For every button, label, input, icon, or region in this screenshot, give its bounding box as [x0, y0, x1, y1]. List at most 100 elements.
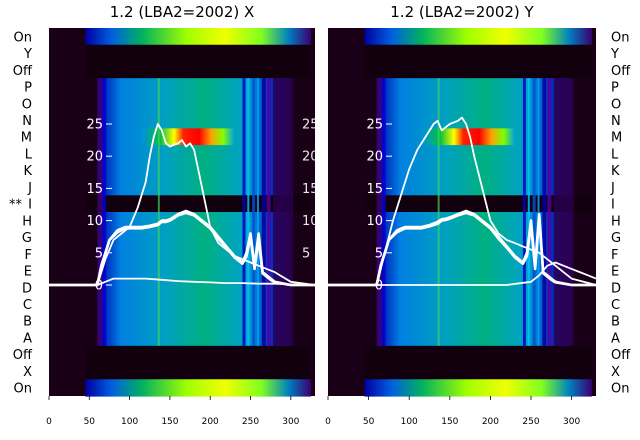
- y-tick-label: 5: [302, 246, 310, 261]
- chart-title: 1.2 (LBA2=2002) X: [110, 3, 255, 21]
- row-label: L: [611, 147, 619, 162]
- heatmap-stripe: [273, 78, 294, 346]
- heatmap-band-p: [97, 78, 291, 96]
- row-label: Off: [13, 348, 33, 363]
- row-label: P: [24, 81, 32, 96]
- y-tick-label: 20: [86, 150, 103, 165]
- heatmap-band-h: [97, 212, 291, 230]
- heatmap-band-o: [376, 94, 572, 113]
- row-label: I: [28, 198, 32, 213]
- series-line-2: [328, 211, 596, 287]
- row-label: K: [611, 164, 620, 179]
- x-tick-label: 150: [161, 417, 178, 427]
- y-tick-label: 10: [86, 214, 103, 229]
- series-line-4: [49, 277, 316, 286]
- heatmap-band-n: [97, 111, 291, 129]
- heatmap-band-y: [85, 44, 311, 63]
- row-label: G: [611, 231, 621, 246]
- y-tick-label: 20: [366, 150, 383, 165]
- row-label: O: [611, 97, 621, 112]
- row-label: On: [611, 382, 629, 397]
- row-label: J: [27, 181, 32, 196]
- heatmap-stripe: [97, 78, 104, 346]
- heatmap-stripe: [532, 78, 536, 346]
- heatmap-band-off: [364, 345, 592, 364]
- heatmap-band-on: [364, 28, 592, 46]
- heatmap-band-off: [85, 345, 311, 364]
- row-label: J: [610, 181, 615, 196]
- row-label: Y: [23, 47, 32, 62]
- row-label: C: [611, 298, 620, 313]
- x-tick-label: 100: [401, 417, 418, 427]
- row-label: Off: [611, 64, 631, 79]
- y-tick-label: 0: [95, 279, 103, 294]
- row-label: On: [14, 30, 32, 45]
- x-tick-label: 100: [121, 417, 138, 427]
- x-tick-label: 0: [46, 417, 52, 427]
- x-tick-label: 200: [482, 417, 499, 427]
- heatmap-band-on: [85, 28, 311, 46]
- heatmap-band-g: [376, 228, 572, 247]
- heatmap-stripe: [242, 78, 246, 346]
- row-label: F: [25, 248, 32, 263]
- row-label: X: [23, 365, 32, 380]
- x-tick-label: 150: [441, 417, 458, 427]
- heatmap-band-o: [97, 94, 291, 113]
- row-label: N: [611, 114, 621, 129]
- x-tick-label: 50: [84, 417, 96, 427]
- heatmap-stripe: [537, 78, 540, 346]
- heatmap-band-n: [376, 111, 572, 129]
- row-annotation: **: [9, 198, 23, 213]
- heatmap-band-k: [97, 161, 291, 180]
- heatmap-stripe: [261, 78, 266, 346]
- series-line-3: [328, 116, 597, 286]
- y-tick-label: 10: [302, 214, 319, 229]
- row-label: Y: [610, 47, 619, 62]
- x-tick-label: 200: [202, 417, 219, 427]
- heatmap-band-on: [364, 379, 592, 397]
- heatmap-band-g: [97, 228, 291, 247]
- row-label: M: [21, 131, 32, 146]
- x-tick-label: 300: [563, 417, 580, 427]
- x-tick-label: 300: [282, 417, 299, 427]
- row-label: D: [611, 281, 621, 296]
- heatmap-stripe: [527, 78, 530, 346]
- row-label: N: [22, 114, 32, 129]
- x-tick-label: 0: [325, 417, 331, 427]
- y-tick-label: 10: [366, 214, 383, 229]
- heatmap-band-f: [376, 245, 572, 263]
- heatmap-stripe: [547, 78, 552, 346]
- y-tick-label: 25: [302, 118, 319, 133]
- row-label: I: [611, 198, 615, 213]
- heatmap-stripe: [542, 78, 547, 346]
- row-label: M: [611, 131, 622, 146]
- heatmap-stripe: [252, 78, 256, 346]
- y-tick-label: 5: [95, 246, 103, 261]
- heatmap-band-b: [376, 312, 572, 330]
- heatmap-stripe: [376, 78, 383, 346]
- y-tick-label: 20: [302, 150, 319, 165]
- heatmap-band-e: [376, 262, 572, 280]
- heatmap-band-k: [376, 161, 572, 180]
- heatmap-band-d: [376, 278, 572, 297]
- row-label: H: [611, 214, 621, 229]
- heatmap-stripe: [553, 78, 574, 346]
- row-label: Off: [13, 64, 33, 79]
- heatmap-band-j: [376, 178, 572, 196]
- x-tick-label: 250: [522, 417, 539, 427]
- heatmap-band-a: [97, 329, 291, 347]
- row-label: K: [23, 164, 32, 179]
- heatmap-band-m: [421, 128, 515, 146]
- x-tick-label: 250: [242, 417, 259, 427]
- heatmap-stripe: [522, 78, 526, 346]
- row-label: L: [25, 147, 33, 162]
- row-label: B: [611, 315, 620, 330]
- row-label: E: [24, 265, 32, 280]
- heatmap-band-x: [85, 362, 311, 380]
- row-label: A: [611, 331, 620, 346]
- x-tick-label: 50: [363, 417, 375, 427]
- series-line-3: [49, 123, 316, 286]
- heatmap-stripe: [256, 78, 259, 346]
